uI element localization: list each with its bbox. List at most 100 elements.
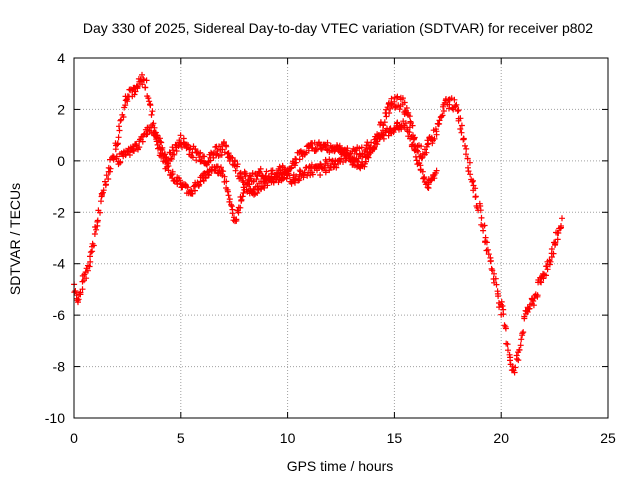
data-point [412, 147, 419, 153]
x-tick-label: 5 [177, 430, 185, 446]
data-point [147, 102, 154, 109]
data-point [223, 143, 230, 150]
data-point [300, 174, 307, 181]
data-point [511, 369, 518, 376]
data-point [354, 158, 360, 165]
data-point [234, 163, 240, 170]
data-point [457, 126, 464, 132]
data-point [171, 151, 178, 158]
data-point [336, 142, 343, 149]
data-point [446, 101, 453, 108]
data-point [91, 231, 98, 237]
data-point [232, 167, 239, 174]
data-point [117, 117, 124, 124]
data-series [71, 71, 565, 376]
data-point [147, 124, 154, 131]
data-point [239, 175, 245, 182]
data-point [534, 292, 541, 299]
data-point [168, 155, 174, 162]
data-point [380, 135, 387, 142]
data-point [495, 293, 502, 300]
data-point [365, 154, 372, 161]
data-point [482, 234, 489, 241]
data-point [296, 177, 303, 184]
data-point [548, 246, 555, 252]
chart-title: Day 330 of 2025, Sidereal Day-to-day VTE… [83, 20, 593, 36]
data-point [168, 156, 175, 162]
data-point [492, 275, 499, 282]
data-point [240, 190, 247, 196]
data-point [228, 201, 234, 208]
data-point [154, 132, 161, 139]
data-point [251, 191, 257, 198]
data-point [396, 106, 403, 113]
data-point [114, 140, 121, 147]
data-point [472, 185, 479, 192]
data-point [454, 108, 461, 114]
data-point [394, 93, 401, 100]
data-point [489, 267, 496, 274]
data-point [547, 258, 554, 265]
data-point [517, 342, 524, 349]
data-point [83, 275, 90, 282]
data-point [148, 111, 155, 118]
x-tick-label: 10 [280, 430, 296, 446]
x-tick-label: 25 [600, 430, 616, 446]
data-point [242, 173, 249, 180]
x-tick-label: 15 [387, 430, 403, 446]
data-point [103, 172, 110, 179]
data-point [98, 190, 105, 197]
data-point [276, 163, 283, 170]
data-point [555, 230, 562, 236]
data-point [431, 135, 438, 142]
data-point [439, 112, 446, 119]
y-tick-label: 2 [57, 101, 65, 117]
data-point [120, 114, 127, 120]
data-point [115, 134, 122, 141]
data-point [93, 226, 100, 233]
x-axis-label: GPS time / hours [287, 458, 394, 474]
data-point [420, 175, 427, 182]
data-point [158, 139, 165, 146]
data-point [235, 209, 242, 216]
data-point [107, 165, 114, 172]
data-point [139, 71, 145, 78]
data-point [84, 267, 91, 274]
data-point [352, 147, 359, 154]
data-point [387, 105, 394, 112]
data-point [483, 239, 490, 246]
data-point [463, 145, 470, 152]
data-point [214, 148, 221, 154]
data-point [214, 163, 221, 170]
data-point [519, 332, 526, 339]
data-point [205, 171, 212, 178]
data-point [478, 214, 485, 221]
y-axis-label: SDTVAR / TECUs [7, 183, 23, 295]
data-point [196, 181, 203, 188]
data-point [309, 144, 316, 151]
data-point [453, 101, 460, 108]
data-point [423, 149, 430, 156]
data-point [550, 250, 557, 257]
data-point [184, 184, 191, 191]
data-point [162, 151, 169, 158]
data-point [223, 178, 230, 185]
data-point [418, 155, 425, 162]
data-point [287, 165, 294, 172]
data-point [261, 184, 268, 191]
data-point [145, 95, 152, 102]
data-point [520, 329, 527, 336]
data-point [87, 253, 93, 260]
data-point [126, 152, 133, 158]
data-point [237, 204, 244, 211]
data-point [165, 163, 172, 169]
data-point [226, 196, 233, 203]
data-point [244, 180, 251, 187]
data-point [469, 178, 476, 185]
data-point [132, 88, 139, 95]
data-point [97, 209, 103, 216]
data-point [131, 148, 137, 154]
data-point [500, 311, 507, 318]
data-point [363, 158, 369, 165]
